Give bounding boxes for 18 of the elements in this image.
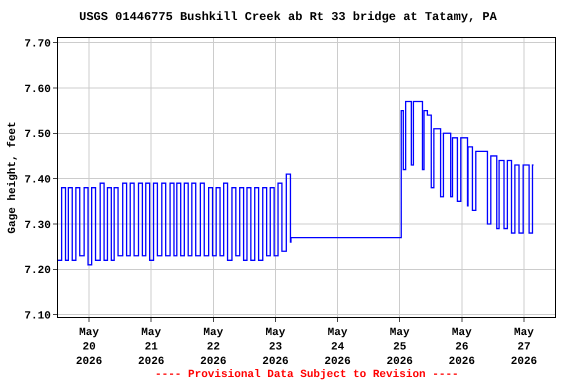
- x-tick-label: May 24 2026: [324, 327, 351, 368]
- y-tick-label: 7.70: [24, 38, 51, 50]
- y-tick-label: 7.10: [24, 310, 51, 323]
- x-tick-label: May 22 2026: [200, 327, 227, 368]
- x-tick-label: May 25 2026: [386, 327, 413, 368]
- y-tick-label: 7.30: [24, 220, 51, 232]
- x-tick-label: May 27 2026: [510, 327, 538, 368]
- y-tick-label: 7.40: [24, 174, 51, 186]
- y-tick-label: 7.60: [24, 84, 51, 96]
- x-tick-label: May 23 2026: [262, 327, 289, 368]
- x-tick-label: May 26 2026: [448, 327, 476, 368]
- x-tick-label: May 21 2026: [138, 327, 164, 368]
- x-tick-label: May 20 2026: [76, 327, 102, 368]
- text: ---- Provisional Data Subject to Revision ----: [155, 369, 459, 381]
- y-tick-label: 7.20: [24, 265, 51, 278]
- chart-title: USGS 01446775 Bushkill Creek ab Rt 33 bridge at Tatamy, PA: [79, 10, 498, 24]
- y-tick-label: 7.50: [24, 129, 51, 142]
- y-axis-title: Gage height, feet: [6, 121, 20, 234]
